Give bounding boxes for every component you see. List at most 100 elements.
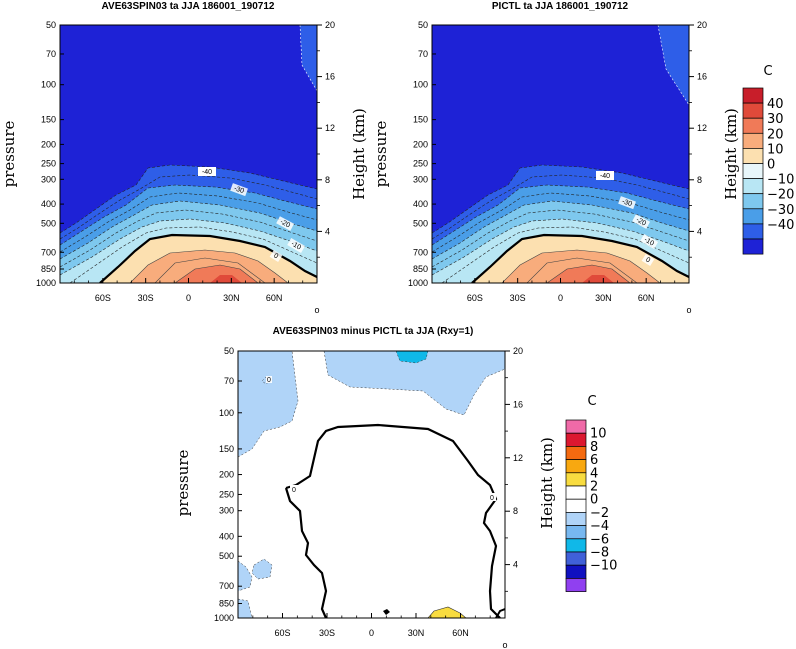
lat-tick-label: 60N (452, 628, 469, 638)
pressure-tick-label: 700 (41, 247, 56, 257)
contour-labels: -40 -30 -20 -10 0 (198, 167, 306, 263)
pressure-tick-label: 100 (219, 408, 234, 418)
pressure-tick-label: 1000 (36, 278, 56, 288)
ylabel-pressure: pressure (0, 121, 18, 188)
pressure-tick-label: 100 (41, 80, 56, 90)
corner-marker: o (686, 305, 691, 315)
contour-label: 0 (267, 377, 271, 384)
band-20 (175, 265, 258, 283)
pressure-tick-label: 1000 (214, 613, 234, 623)
lat-tick-label: 0 (369, 628, 374, 638)
legend-swatch (565, 538, 587, 553)
legend-label: 20 (767, 127, 784, 142)
legend-swatch (565, 525, 587, 540)
legend-label: −6 (590, 532, 609, 547)
lat-tick-label: 60S (467, 293, 483, 303)
corner-marker: o (502, 640, 507, 649)
ylabel-height: Height (km) (722, 108, 740, 200)
lat-tick-label: 60S (274, 628, 290, 638)
legend-swatches (565, 419, 587, 592)
height-tick-label: 8 (513, 506, 518, 516)
legend-swatch (565, 564, 587, 579)
contour-labels: 0 0 0 (266, 376, 496, 502)
pressure-tick-label: 200 (413, 139, 428, 149)
legend-label: −30 (767, 203, 794, 218)
legend-label: −8 (590, 546, 609, 561)
corner-marker: o (314, 305, 319, 315)
legend-label: 0 (590, 493, 598, 508)
height-tick-label: 16 (697, 72, 707, 82)
legend-label: 6 (590, 453, 598, 468)
height-tick-label: 4 (697, 226, 702, 236)
band-30 (582, 275, 614, 283)
ylabel-height: Height (km) (350, 108, 368, 200)
lat-tick-label: 30N (408, 628, 425, 638)
contour-label: -30 (621, 198, 633, 208)
panel-difference-title: AVE63SPIN03 minus PICTL ta JJA (Rxy=1) (273, 326, 474, 337)
upper-contour-line (657, 25, 689, 106)
panel-difference-field (238, 351, 505, 618)
legend-swatch (565, 432, 587, 447)
legend-label: 2 (590, 480, 598, 495)
pressure-tick-label: 50 (46, 20, 56, 30)
lat-tick-label: 60S (95, 293, 111, 303)
legend-swatch (565, 578, 587, 592)
pos-2-region (428, 607, 466, 618)
legend-swatch (742, 102, 764, 119)
pressure-tick-label: 70 (224, 376, 234, 386)
pressure-tick-label: 200 (41, 139, 56, 149)
upper-warm-patch (658, 25, 689, 105)
small-solid-dot (383, 609, 390, 615)
pressure-tick-label: 70 (418, 49, 428, 59)
legend-swatch (742, 132, 764, 149)
lat-tick-label: 30S (510, 293, 526, 303)
height-tick-label: 8 (325, 175, 330, 185)
legend-label: −10 (767, 173, 794, 188)
pressure-tick-label: 400 (413, 199, 428, 209)
legend-swatch (742, 163, 764, 179)
legend-swatch (565, 446, 587, 460)
band-20 (547, 265, 630, 283)
pressure-tick-label: 700 (219, 581, 234, 591)
contour-label: -40 (600, 173, 610, 180)
legend-label: 10 (590, 427, 607, 442)
legend-swatches (742, 87, 764, 255)
pressure-tick-label: 70 (46, 49, 56, 59)
panel-ave63spin03-field (60, 25, 317, 283)
neg-6-region (396, 351, 428, 363)
upper-warm-patch (300, 25, 317, 91)
lat-tick-label: 0 (558, 293, 563, 303)
legend-swatch (742, 178, 764, 195)
lat-tick-label: 30N (595, 293, 612, 303)
lat-tick-label: 0 (186, 293, 191, 303)
ylabel-pressure: pressure (372, 121, 390, 188)
legend-swatch (742, 87, 764, 104)
height-tick-label: 16 (325, 72, 335, 82)
neg-2-region (238, 351, 298, 457)
height-tick-label: 12 (697, 123, 707, 133)
contour-label: -20 (279, 219, 291, 230)
lat-tick-label: 60N (638, 293, 655, 303)
pressure-tick-label: 50 (224, 346, 234, 356)
contour-label: -10 (643, 236, 655, 247)
lat-tick-label: 30S (319, 628, 335, 638)
legend-label: −10 (590, 559, 617, 574)
pressure-tick-label: 850 (413, 264, 428, 274)
zero-contour (471, 233, 689, 283)
height-tick-label: 20 (513, 346, 523, 356)
height-tick-label: 8 (697, 175, 702, 185)
legend-swatch (565, 472, 587, 487)
height-tick-label: 16 (513, 399, 523, 409)
contour-labels: -40 -30 -20 -10 0 (596, 171, 659, 267)
ylabel-height: Height (km) (538, 437, 556, 529)
contour-label: 0 (292, 487, 296, 494)
contour-label: -10 (290, 240, 302, 251)
solid-contours (501, 249, 661, 283)
legend-label: 0 (767, 158, 775, 173)
contour-label: -40 (202, 169, 212, 176)
